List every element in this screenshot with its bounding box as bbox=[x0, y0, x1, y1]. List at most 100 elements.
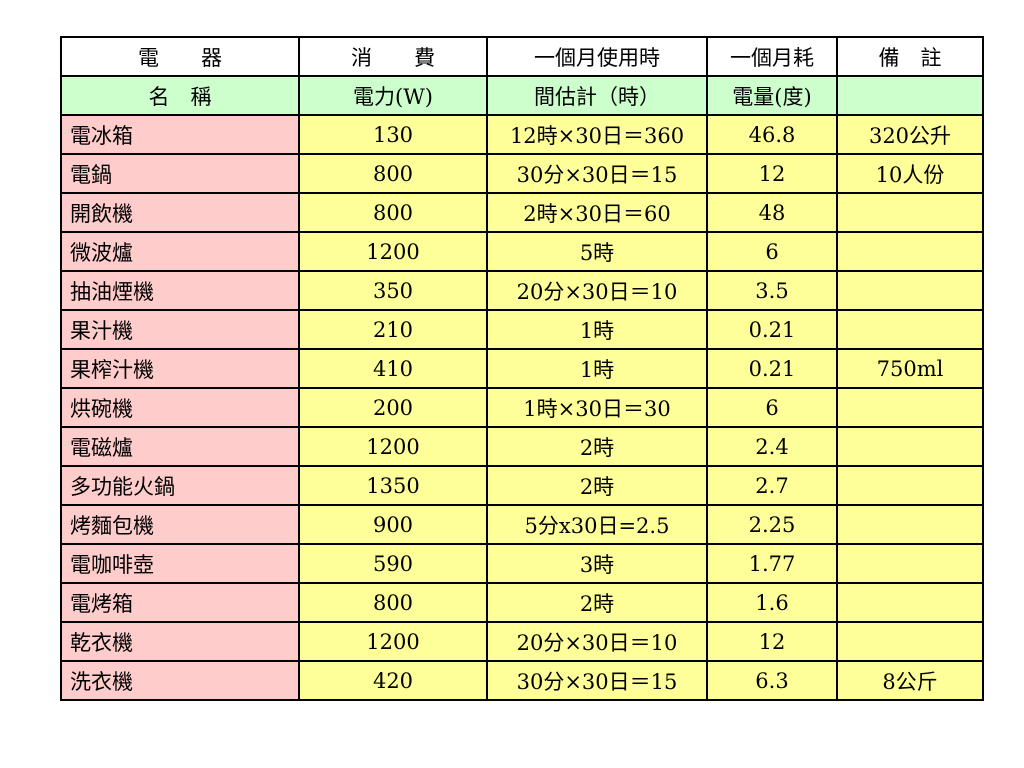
usage-cell: 20分×30日＝10 bbox=[486, 621, 708, 662]
kwh-cell: 2.25 bbox=[706, 504, 838, 545]
note-cell: 320公升 bbox=[836, 114, 984, 155]
table-row: 果榨汁機 410 1時 0.21 750ml bbox=[60, 348, 984, 389]
usage-cell: 2時 bbox=[486, 426, 708, 467]
header-power-unit: 電力(W) bbox=[298, 75, 488, 116]
kwh-cell: 0.21 bbox=[706, 348, 838, 389]
kwh-cell: 12 bbox=[706, 153, 838, 194]
appliance-name-cell: 乾衣機 bbox=[60, 621, 300, 662]
appliance-name-cell: 烤麵包機 bbox=[60, 504, 300, 545]
note-cell bbox=[836, 309, 984, 350]
note-cell bbox=[836, 387, 984, 428]
table-row: 電烤箱 800 2時 1.6 bbox=[60, 582, 984, 623]
usage-cell: 1時 bbox=[486, 348, 708, 389]
kwh-cell: 6.3 bbox=[706, 660, 838, 701]
table-row: 電鍋 800 30分×30日＝15 12 10人份 bbox=[60, 153, 984, 194]
power-cell: 800 bbox=[298, 153, 488, 194]
header-name: 名 稱 bbox=[60, 75, 300, 116]
power-cell: 900 bbox=[298, 504, 488, 545]
appliance-name-cell: 多功能火鍋 bbox=[60, 465, 300, 506]
usage-cell: 2時×30日＝60 bbox=[486, 192, 708, 233]
usage-cell: 30分×30日＝15 bbox=[486, 153, 708, 194]
power-cell: 1200 bbox=[298, 426, 488, 467]
header-appliance: 電 器 bbox=[60, 36, 300, 77]
kwh-cell: 2.4 bbox=[706, 426, 838, 467]
table-row: 洗衣機 420 30分×30日＝15 6.3 8公斤 bbox=[60, 660, 984, 701]
kwh-cell: 3.5 bbox=[706, 270, 838, 311]
note-cell: 10人份 bbox=[836, 153, 984, 194]
usage-cell: 5時 bbox=[486, 231, 708, 272]
kwh-cell: 12 bbox=[706, 621, 838, 662]
appliance-name-cell: 微波爐 bbox=[60, 231, 300, 272]
header-row-2: 名 稱 電力(W) 間估計（時） 電量(度) bbox=[60, 75, 984, 116]
appliance-name-cell: 電鍋 bbox=[60, 153, 300, 194]
power-cell: 200 bbox=[298, 387, 488, 428]
header-note: 備 註 bbox=[836, 36, 984, 77]
table-row: 開飲機 800 2時×30日＝60 48 bbox=[60, 192, 984, 233]
header-note-blank bbox=[836, 75, 984, 116]
note-cell bbox=[836, 621, 984, 662]
note-cell bbox=[836, 231, 984, 272]
appliance-name-cell: 抽油煙機 bbox=[60, 270, 300, 311]
note-cell bbox=[836, 504, 984, 545]
table-row: 微波爐 1200 5時 6 bbox=[60, 231, 984, 272]
note-cell bbox=[836, 192, 984, 233]
note-cell: 750ml bbox=[836, 348, 984, 389]
power-cell: 800 bbox=[298, 582, 488, 623]
table-row: 多功能火鍋 1350 2時 2.7 bbox=[60, 465, 984, 506]
appliance-name-cell: 洗衣機 bbox=[60, 660, 300, 701]
power-cell: 410 bbox=[298, 348, 488, 389]
usage-cell: 3時 bbox=[486, 543, 708, 584]
header-kwh: 一個月耗 bbox=[706, 36, 838, 77]
table-row: 抽油煙機 350 20分×30日＝10 3.5 bbox=[60, 270, 984, 311]
kwh-cell: 46.8 bbox=[706, 114, 838, 155]
table-row: 烤麵包機 900 5分x30日=2.5 2.25 bbox=[60, 504, 984, 545]
header-kwh-unit: 電量(度) bbox=[706, 75, 838, 116]
usage-cell: 2時 bbox=[486, 582, 708, 623]
appliance-name-cell: 電烤箱 bbox=[60, 582, 300, 623]
header-usage-estimate: 間估計（時） bbox=[486, 75, 708, 116]
kwh-cell: 1.77 bbox=[706, 543, 838, 584]
usage-cell: 12時×30日＝360 bbox=[486, 114, 708, 155]
power-cell: 590 bbox=[298, 543, 488, 584]
power-cell: 800 bbox=[298, 192, 488, 233]
usage-cell: 5分x30日=2.5 bbox=[486, 504, 708, 545]
power-cell: 130 bbox=[298, 114, 488, 155]
note-cell bbox=[836, 426, 984, 467]
note-cell bbox=[836, 582, 984, 623]
header-usage: 一個月使用時 bbox=[486, 36, 708, 77]
table-row: 烘碗機 200 1時×30日＝30 6 bbox=[60, 387, 984, 428]
power-cell: 210 bbox=[298, 309, 488, 350]
note-cell: 8公斤 bbox=[836, 660, 984, 701]
kwh-cell: 1.6 bbox=[706, 582, 838, 623]
table-row: 電冰箱 130 12時×30日＝360 46.8 320公升 bbox=[60, 114, 984, 155]
table-row: 電磁爐 1200 2時 2.4 bbox=[60, 426, 984, 467]
usage-cell: 30分×30日＝15 bbox=[486, 660, 708, 701]
power-cell: 420 bbox=[298, 660, 488, 701]
usage-cell: 2時 bbox=[486, 465, 708, 506]
appliance-power-table: 電 器 消 費 一個月使用時 一個月耗 備 註 名 稱 電力(W) 間估計（時）… bbox=[60, 36, 984, 701]
table-row: 果汁機 210 1時 0.21 bbox=[60, 309, 984, 350]
kwh-cell: 6 bbox=[706, 387, 838, 428]
kwh-cell: 2.7 bbox=[706, 465, 838, 506]
note-cell bbox=[836, 270, 984, 311]
usage-cell: 1時 bbox=[486, 309, 708, 350]
appliance-name-cell: 果汁機 bbox=[60, 309, 300, 350]
usage-cell: 20分×30日＝10 bbox=[486, 270, 708, 311]
appliance-name-cell: 電咖啡壺 bbox=[60, 543, 300, 584]
header-power: 消 費 bbox=[298, 36, 488, 77]
table-row: 電咖啡壺 590 3時 1.77 bbox=[60, 543, 984, 584]
note-cell bbox=[836, 543, 984, 584]
usage-cell: 1時×30日＝30 bbox=[486, 387, 708, 428]
power-cell: 350 bbox=[298, 270, 488, 311]
header-row-1: 電 器 消 費 一個月使用時 一個月耗 備 註 bbox=[60, 36, 984, 77]
note-cell bbox=[836, 465, 984, 506]
power-cell: 1350 bbox=[298, 465, 488, 506]
appliance-name-cell: 電冰箱 bbox=[60, 114, 300, 155]
appliance-name-cell: 開飲機 bbox=[60, 192, 300, 233]
appliance-name-cell: 電磁爐 bbox=[60, 426, 300, 467]
appliance-name-cell: 果榨汁機 bbox=[60, 348, 300, 389]
kwh-cell: 48 bbox=[706, 192, 838, 233]
kwh-cell: 0.21 bbox=[706, 309, 838, 350]
kwh-cell: 6 bbox=[706, 231, 838, 272]
power-cell: 1200 bbox=[298, 231, 488, 272]
